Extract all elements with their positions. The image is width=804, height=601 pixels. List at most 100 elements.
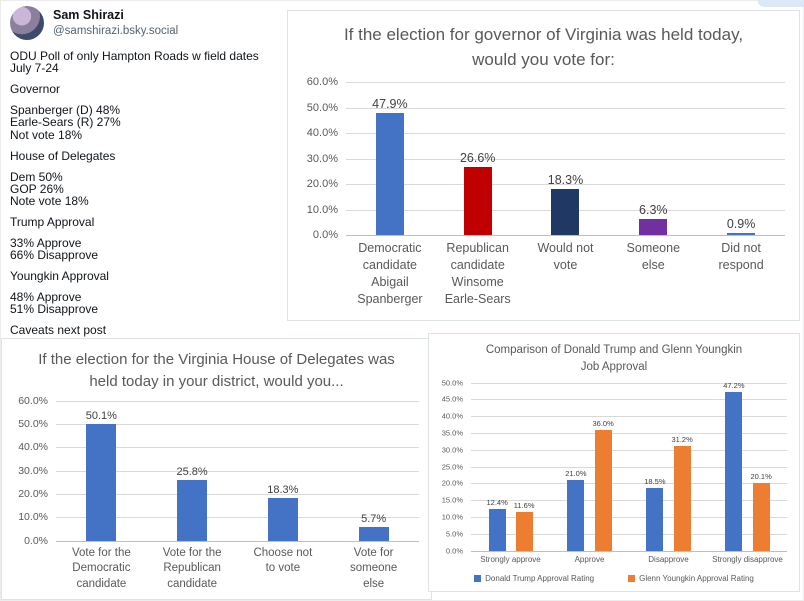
y-axis-tick: 30.0%: [18, 464, 48, 477]
x-axis-label: Would not vote: [537, 241, 594, 273]
bar-value-label: 6.3%: [639, 203, 668, 218]
post-paragraph: 33% Approve 66% Disapprove: [10, 235, 99, 263]
bar: [567, 479, 585, 551]
x-axis-label: Democratic candidate Abigail Spanberger: [357, 241, 423, 306]
y-axis-tick: 15.0%: [441, 495, 463, 505]
gridline: [471, 399, 787, 401]
bar-column: 0.9%: [727, 82, 755, 236]
bar-slot: 21.0% 36.0%: [550, 383, 629, 551]
bar-column: 47.2%: [723, 381, 745, 551]
legend-label: Glenn Youngkin Approval Rating: [639, 573, 754, 583]
gridline: [56, 400, 419, 402]
bar: [515, 511, 533, 551]
x-axis-labels: Democratic candidate Abigail Spanberger R…: [346, 240, 785, 308]
y-axis-tick: 5.0%: [445, 529, 463, 539]
y-axis: 0.0% 5.0% 10.0% 15.0% 20.0% 25.0% 30.0% 35.0% 40…: [437, 378, 471, 555]
legend-swatch: [474, 574, 482, 582]
gridline: [471, 449, 787, 451]
bar: [267, 497, 298, 541]
gridline: [346, 184, 785, 186]
x-axis-label: Vote for someone else: [349, 546, 398, 590]
bar-column: 11.6%: [514, 383, 535, 551]
y-axis-tick: 25.0%: [441, 462, 463, 471]
x-axis-label: Choose not to vote: [253, 546, 313, 575]
y-axis-tick: 35.0%: [441, 428, 463, 438]
y-axis-tick: 60.0%: [306, 76, 338, 89]
bar-value-label: 11.6%: [513, 500, 535, 510]
bar: [673, 445, 691, 551]
bar-slot: 25.8%: [147, 401, 238, 541]
y-axis-tick: 50.0%: [441, 378, 463, 387]
y-axis-tick: 30.0%: [441, 445, 463, 455]
bar-column: 18.3%: [548, 82, 583, 236]
chart-body: 0.0% 10.0% 20.0% 30.0% 40.0% 50.0% 60.0% 50.1%…: [10, 395, 419, 547]
bar-value-label: 50.1%: [85, 409, 117, 422]
bar: [177, 480, 208, 541]
post-paragraph: Governor: [10, 82, 61, 97]
bar-column: 6.3%: [639, 82, 668, 236]
author-name[interactable]: Sam Shirazi: [53, 8, 124, 22]
post-body: ODU Poll of only Hampton Roads w field d…: [10, 50, 282, 337]
x-axis-label: Strongly disapprove: [712, 554, 783, 564]
gridline: [471, 516, 787, 518]
bar-column: 50.1%: [86, 401, 117, 541]
avatar[interactable]: [10, 6, 44, 40]
bar-column: 47.9%: [372, 82, 408, 236]
plot-area: 12.4% 11.6% 21.0% 36.0% 18.5% 31.2% 47.2% 20.1%: [471, 381, 787, 552]
y-axis-tick: 30.0%: [306, 152, 338, 165]
plot-area: 50.1% 25.8% 18.3% 5.7%: [56, 400, 419, 542]
y-axis-tick: 10.0%: [306, 203, 338, 216]
bar-value-label: 5.7%: [361, 513, 387, 526]
post-paragraph: Trump Approval: [10, 215, 95, 230]
x-axis-line: [471, 550, 787, 552]
y-axis-tick: 0.0%: [445, 546, 463, 555]
post-paragraph: Caveats next post: [10, 323, 107, 338]
x-axis-label: Strongly approve: [480, 554, 541, 564]
gridline: [471, 466, 787, 468]
x-axis-labels: Vote for the Democratic candidate Vote fo…: [56, 546, 419, 593]
house-delegates-poll-chart: If the election for the Virginia House o…: [1, 338, 432, 600]
bar-value-label: 36.0%: [592, 418, 614, 428]
chart-title: If the election for governor of Virginia…: [343, 25, 744, 69]
approval-comparison-chart: Comparison of Donald Trump and Glenn You…: [428, 333, 800, 592]
gridline: [471, 416, 787, 418]
y-axis-tick: 10.0%: [18, 511, 48, 524]
x-axis-line: [56, 540, 419, 542]
bar-slot: 26.6%: [434, 82, 522, 236]
bar-slot: 5.7%: [328, 401, 419, 541]
y-axis: 0.0% 10.0% 20.0% 30.0% 40.0% 50.0% 60.0%: [10, 395, 56, 547]
post-paragraph: House of Delegates: [10, 148, 116, 163]
bar-value-label: 26.6%: [459, 151, 496, 166]
bar-column: 25.8%: [177, 401, 208, 541]
bar: [725, 391, 743, 551]
y-axis-tick: 40.0%: [18, 441, 48, 454]
author-handle[interactable]: @samshirazi.bsky.social: [53, 24, 179, 37]
bar: [639, 219, 668, 236]
y-axis-tick: 20.0%: [18, 487, 48, 500]
x-axis-label: Republican candidate Winsome Earle-Sears: [444, 241, 511, 306]
bar-column: 18.3%: [267, 401, 298, 541]
bar: [86, 423, 117, 541]
y-axis-tick: 20.0%: [441, 478, 463, 488]
bar-slot: 6.3%: [609, 82, 697, 236]
bar-slot: 47.9%: [346, 82, 434, 236]
legend-label: Donald Trump Approval Rating: [485, 573, 595, 583]
bar: [594, 429, 612, 551]
bar: [375, 113, 404, 236]
y-axis-tick: 40.0%: [306, 127, 338, 140]
post-header: Sam Shirazi @samshirazi.bsky.social: [10, 6, 282, 40]
bar-column: 31.2%: [672, 383, 693, 551]
legend-item: Glenn Youngkin Approval Rating: [628, 574, 754, 583]
bar-slot: 18.3%: [238, 401, 329, 541]
gridline: [56, 517, 419, 519]
gridline: [346, 82, 785, 84]
y-axis-tick: 50.0%: [18, 417, 48, 430]
x-axis-labels: Strongly approve Approve Disapprove Strongl…: [471, 555, 787, 565]
bar: [752, 482, 770, 551]
chart-title: If the election for the Virginia House o…: [38, 351, 395, 390]
legend: Donald Trump Approval Rating Glenn Youngk…: [429, 574, 799, 583]
x-axis-label: Disapprove: [648, 554, 689, 564]
bars-layer: 12.4% 11.6% 21.0% 36.0% 18.5% 31.2% 47.2% 20.1%: [471, 381, 787, 551]
gridline: [56, 447, 419, 449]
